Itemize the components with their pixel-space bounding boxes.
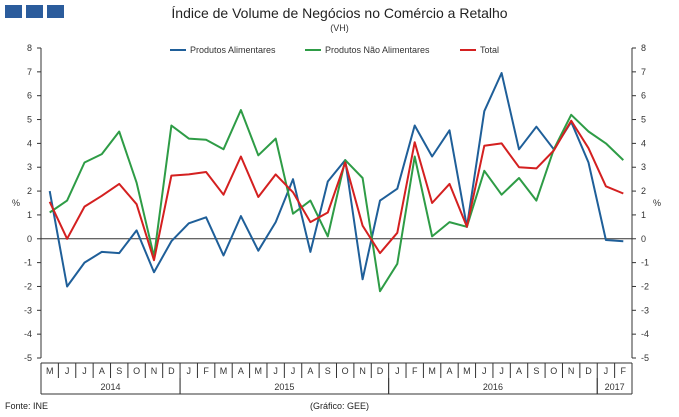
- x-tick-label: S: [325, 366, 331, 376]
- y-tick-label-left: -4: [24, 329, 32, 339]
- x-tick-label: F: [621, 366, 627, 376]
- x-tick-label: M: [255, 366, 263, 376]
- y-tick-label-right: 7: [641, 67, 646, 77]
- y-tick-label-right: 0: [641, 234, 646, 244]
- x-tick-label: J: [395, 366, 400, 376]
- x-tick-label: M: [46, 366, 54, 376]
- x-tick-label: N: [568, 366, 575, 376]
- y-tick-label-right: 4: [641, 138, 646, 148]
- x-tick-label: O: [342, 366, 349, 376]
- legend-label: Produtos Não Alimentares: [325, 45, 430, 55]
- y-tick-label-right: -2: [641, 281, 649, 291]
- y-tick-label-right: 8: [641, 43, 646, 53]
- x-tick-label: D: [168, 366, 175, 376]
- y-tick-label-right: 2: [641, 186, 646, 196]
- y-tick-label-right: -1: [641, 258, 649, 268]
- x-tick-label: A: [238, 366, 244, 376]
- y-tick-label-left: 1: [27, 210, 32, 220]
- x-tick-label: J: [291, 366, 296, 376]
- x-tick-label: M: [463, 366, 471, 376]
- y-tick-label-left: -1: [24, 258, 32, 268]
- y-tick-label-left: 2: [27, 186, 32, 196]
- x-tick-label: S: [116, 366, 122, 376]
- year-label: 2015: [274, 382, 294, 392]
- y-tick-label-left: 0: [27, 234, 32, 244]
- x-tick-label: M: [220, 366, 228, 376]
- series-line: [49, 109, 624, 293]
- x-tick-label: J: [187, 366, 192, 376]
- x-tick-label: F: [203, 366, 209, 376]
- y-tick-label-left: 4: [27, 138, 32, 148]
- y-tick-label-right: -5: [641, 353, 649, 363]
- series-line: [48, 72, 624, 288]
- x-tick-label: O: [550, 366, 557, 376]
- x-tick-label: S: [533, 366, 539, 376]
- y-tick-label-left: 5: [27, 115, 32, 125]
- x-tick-label: J: [273, 366, 278, 376]
- x-tick-label: J: [499, 366, 504, 376]
- x-tick-label: J: [604, 366, 609, 376]
- x-tick-label: D: [377, 366, 384, 376]
- y-tick-label-left: 3: [27, 162, 32, 172]
- logo-block: [47, 5, 64, 18]
- y-tick-label-left: 6: [27, 91, 32, 101]
- y-tick-label-right: 1: [641, 210, 646, 220]
- x-tick-label: J: [482, 366, 487, 376]
- y-tick-label-left: -2: [24, 281, 32, 291]
- y-tick-label-right: -4: [641, 329, 649, 339]
- x-tick-label: N: [151, 366, 158, 376]
- y-tick-label-left: 8: [27, 43, 32, 53]
- y-tick-label-right: 6: [641, 91, 646, 101]
- legend-label: Produtos Alimentares: [190, 45, 276, 55]
- x-tick-label: N: [359, 366, 366, 376]
- year-label: 2016: [483, 382, 503, 392]
- series-line: [48, 119, 624, 262]
- x-tick-label: F: [412, 366, 418, 376]
- logo: [5, 5, 64, 18]
- x-tick-label: A: [99, 366, 105, 376]
- logo-block: [26, 5, 43, 18]
- chart-credit: (Gráfico: GEE): [309, 401, 369, 411]
- x-tick-label: M: [428, 366, 436, 376]
- x-tick-label: O: [133, 366, 140, 376]
- y-axis-label-right: %: [653, 198, 661, 208]
- y-tick-label-left: -5: [24, 353, 32, 363]
- y-tick-label-left: -3: [24, 305, 32, 315]
- x-tick-label: D: [585, 366, 592, 376]
- legend-label: Total: [480, 45, 499, 55]
- chart-subtitle: (VH): [330, 23, 349, 33]
- year-label: 2017: [605, 382, 625, 392]
- y-axis-label-left: %: [12, 198, 20, 208]
- chart-title: Índice de Volume de Negócios no Comércio…: [171, 5, 508, 21]
- x-tick-label: J: [82, 366, 87, 376]
- logo-block: [5, 5, 22, 18]
- y-tick-label-right: -3: [641, 305, 649, 315]
- source-note: Fonte: INE: [5, 401, 49, 411]
- x-tick-label: A: [516, 366, 522, 376]
- y-tick-label-left: 7: [27, 67, 32, 77]
- x-tick-label: A: [446, 366, 452, 376]
- y-tick-label-right: 3: [641, 162, 646, 172]
- x-tick-label: A: [307, 366, 313, 376]
- x-tick-label: J: [65, 366, 70, 376]
- year-label: 2014: [101, 382, 121, 392]
- y-tick-label-right: 5: [641, 115, 646, 125]
